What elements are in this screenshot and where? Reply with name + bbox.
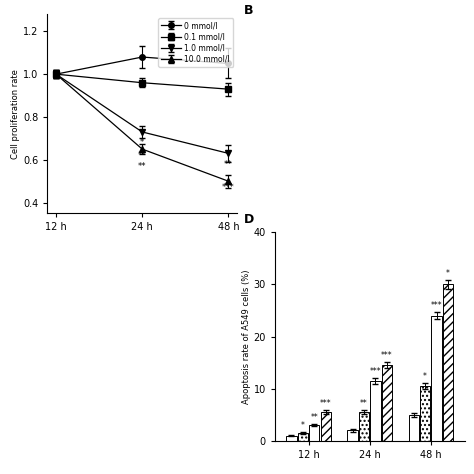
Y-axis label: Apoptosis rate of A549 cells (%): Apoptosis rate of A549 cells (%) <box>242 269 251 404</box>
Text: **: ** <box>310 413 318 422</box>
Text: ***: *** <box>222 183 235 192</box>
Text: **: ** <box>138 162 146 171</box>
Text: **: ** <box>224 160 233 169</box>
Bar <box>286 436 297 441</box>
Text: *: * <box>140 138 144 147</box>
Text: *: * <box>446 269 450 278</box>
Bar <box>320 412 331 441</box>
Text: ***: *** <box>370 367 381 376</box>
Text: ***: *** <box>431 301 442 310</box>
Bar <box>347 430 358 441</box>
Bar <box>382 365 392 441</box>
Text: *: * <box>423 372 427 381</box>
Bar <box>309 425 319 441</box>
Bar <box>431 316 442 441</box>
Text: ***: *** <box>320 399 332 408</box>
Text: **: ** <box>360 399 368 408</box>
Text: D: D <box>244 213 255 226</box>
Text: ***: *** <box>381 351 393 360</box>
Bar <box>443 284 453 441</box>
Bar <box>409 415 419 441</box>
Bar <box>359 412 369 441</box>
Text: B: B <box>244 4 254 17</box>
Bar <box>420 386 430 441</box>
Y-axis label: Cell proliferation rate: Cell proliferation rate <box>11 69 20 159</box>
Legend: 0 mmol/l, 0.1 mmol/l, 1.0 mmol/l, 10.0 mmol/l: 0 mmol/l, 0.1 mmol/l, 1.0 mmol/l, 10.0 m… <box>158 18 233 67</box>
Text: *: * <box>301 421 305 430</box>
Bar <box>298 433 308 441</box>
Text: **: ** <box>138 151 146 160</box>
Bar <box>370 381 381 441</box>
